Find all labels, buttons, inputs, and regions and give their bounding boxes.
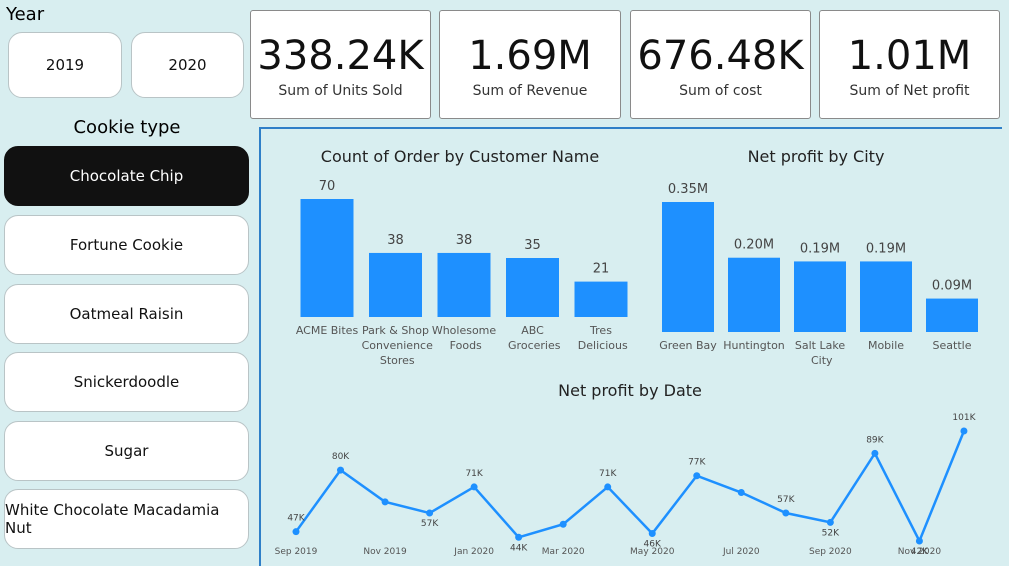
x-tick-label: May 2020: [630, 547, 675, 557]
chart-title: Net profit by Date: [558, 381, 702, 400]
x-tick-label: Park & Shop Convenience Stores: [358, 324, 433, 367]
x-tick-label: Sep 2020: [809, 547, 852, 557]
point: [381, 498, 389, 506]
kpi-card: 1.01M Sum of Net profit: [819, 10, 1000, 119]
chart-title: Count of Order by Customer Name: [321, 147, 599, 166]
bar: [300, 199, 354, 317]
cookie-option[interactable]: Snickerdoodle: [4, 352, 249, 412]
kpi-value: 338.24K: [257, 33, 424, 79]
year-option[interactable]: 2020: [131, 32, 244, 98]
bar: [926, 298, 978, 332]
kpi-value: 1.01M: [847, 33, 972, 79]
bar: [860, 261, 912, 332]
data-label: 101K: [952, 413, 976, 423]
year-option[interactable]: 2019: [8, 32, 122, 98]
bar: [437, 252, 491, 317]
point: [337, 466, 345, 474]
data-label: 44K: [510, 543, 528, 553]
data-label: 57K: [777, 495, 795, 505]
bar: [662, 202, 714, 332]
point: [693, 472, 701, 480]
x-tick-label: Huntington: [723, 339, 785, 352]
chart-title: Net profit by City: [748, 147, 885, 166]
data-label: 35: [524, 238, 541, 253]
x-tick-label: Wholesome Foods: [432, 324, 497, 352]
point: [426, 509, 434, 517]
data-label: 80K: [332, 452, 350, 462]
x-tick-label: ACME Bites: [296, 324, 359, 337]
x-tick-label: Nov 2019: [363, 547, 407, 557]
point: [470, 483, 478, 491]
data-label: 71K: [465, 469, 483, 479]
point: [915, 537, 923, 545]
kpi-label: Sum of Revenue: [472, 83, 588, 99]
line: [294, 430, 966, 545]
point: [604, 483, 612, 491]
x-tick-label: Jan 2020: [453, 547, 494, 557]
kpi-card: 338.24K Sum of Units Sold: [250, 10, 431, 119]
bar: [574, 281, 628, 317]
data-label: 38: [387, 233, 404, 248]
point: [515, 533, 523, 541]
kpi-label: Sum of Net profit: [849, 83, 970, 99]
point: [960, 427, 968, 435]
point: [871, 449, 879, 457]
x-tick-label: Green Bay: [659, 339, 717, 352]
kpi-card: 1.69M Sum of Revenue: [439, 10, 621, 119]
x-tick-label: Mar 2020: [542, 547, 585, 557]
data-label: 38: [456, 233, 473, 248]
data-label: 0.19M: [866, 241, 906, 256]
kpi-label: Sum of Units Sold: [278, 83, 403, 99]
point: [559, 520, 567, 528]
x-tick-label: Salt Lake City: [795, 339, 845, 367]
data-label: 77K: [688, 458, 706, 468]
x-tick-label: Sep 2019: [275, 547, 318, 557]
kpi-label: Sum of cost: [679, 83, 762, 99]
slicer-title: Year: [6, 4, 45, 25]
x-tick-label: Nov 2020: [898, 547, 942, 557]
point: [782, 509, 790, 517]
data-label: 52K: [822, 528, 840, 538]
point: [648, 530, 656, 538]
x-tick-label: Mobile: [868, 339, 904, 352]
bar: [506, 258, 559, 317]
cookie-option[interactable]: Chocolate Chip: [4, 146, 249, 206]
data-label: 0.19M: [800, 241, 840, 256]
point: [826, 518, 834, 526]
x-tick-label: Seattle: [933, 339, 972, 352]
data-label: 0.35M: [668, 182, 708, 197]
bar: [369, 252, 422, 317]
data-label: 70: [319, 179, 336, 194]
cookie-option[interactable]: Sugar: [4, 421, 249, 481]
data-label: 71K: [599, 469, 617, 479]
kpi-card: 676.48K Sum of cost: [630, 10, 811, 119]
bar: [728, 257, 780, 332]
data-label: 57K: [421, 519, 439, 529]
point: [292, 528, 300, 536]
data-label: 21: [593, 262, 610, 277]
bar: [794, 261, 846, 332]
data-label: 0.09M: [932, 279, 972, 294]
data-label: 89K: [866, 435, 884, 445]
cookie-option[interactable]: Oatmeal Raisin: [4, 284, 249, 344]
data-label: 46K: [644, 540, 662, 550]
x-tick-label: Tres Delicious: [574, 324, 628, 352]
slicer-title: Cookie type: [73, 117, 181, 138]
data-label: 42K: [911, 547, 929, 557]
x-tick-label: ABC Groceries: [505, 324, 561, 352]
x-tick-label: Jul 2020: [722, 547, 760, 557]
cookie-option[interactable]: Fortune Cookie: [4, 215, 249, 275]
data-label: 47K: [287, 514, 305, 524]
cookie-option[interactable]: White Chocolate Macadamia Nut: [4, 489, 249, 549]
chart-panel: [259, 127, 1002, 566]
kpi-value: 1.69M: [468, 33, 592, 79]
data-label: 0.20M: [734, 238, 774, 253]
kpi-value: 676.48K: [637, 33, 804, 79]
point: [737, 489, 745, 497]
